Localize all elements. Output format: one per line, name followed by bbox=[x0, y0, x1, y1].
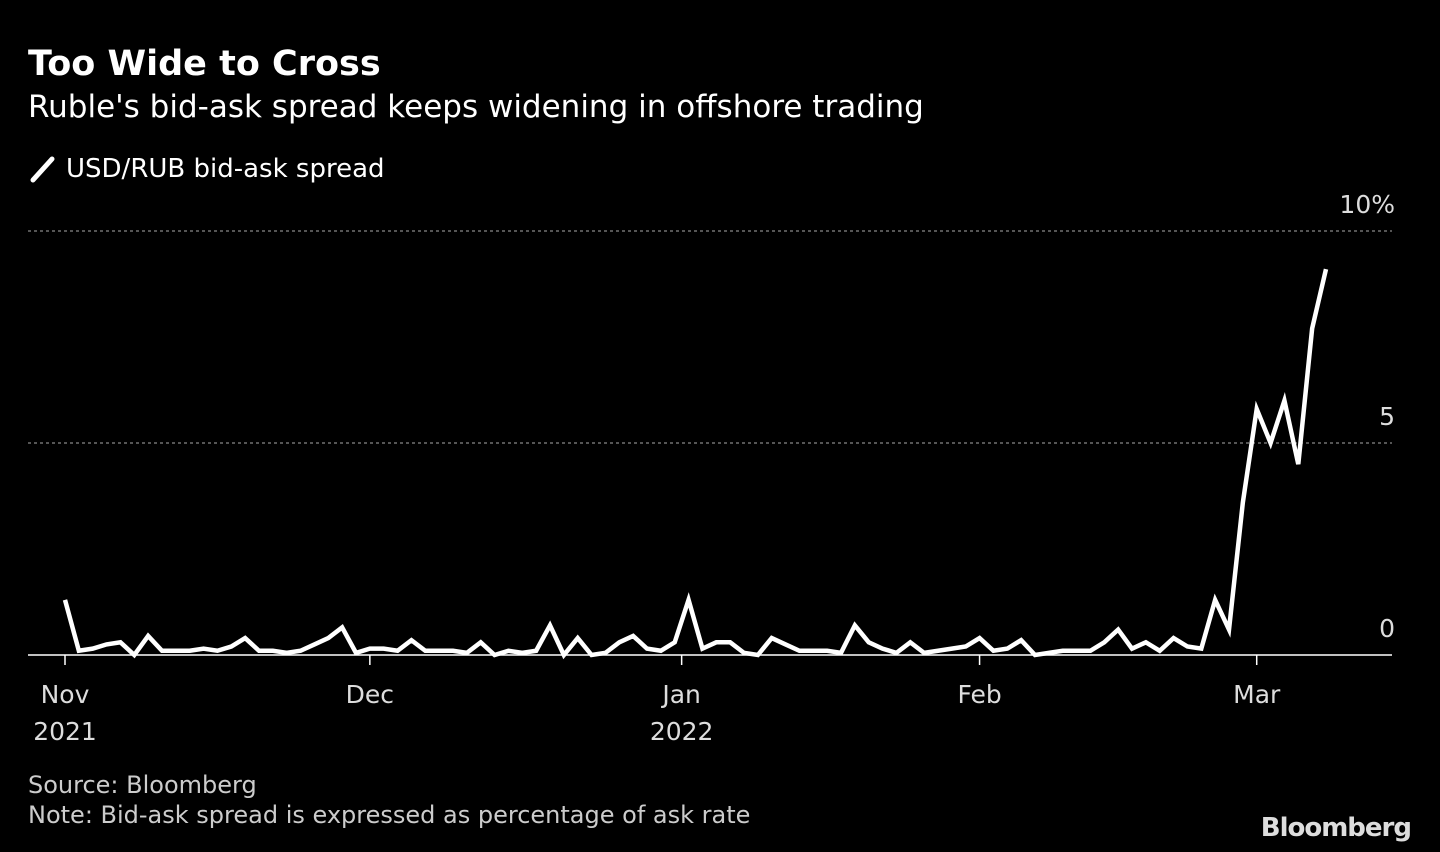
y-tick-label: 5 bbox=[1379, 402, 1395, 431]
x-tick-label: Dec bbox=[346, 680, 394, 709]
x-tick-label: Jan bbox=[660, 680, 701, 709]
x-tick-year: 2022 bbox=[650, 717, 714, 746]
legend-swatch bbox=[30, 156, 55, 183]
x-tick-label: Mar bbox=[1233, 680, 1281, 709]
legend-label: USD/RUB bid-ask spread bbox=[66, 154, 385, 184]
line-series bbox=[62, 268, 1329, 660]
chart-title: Too Wide to Cross bbox=[28, 44, 381, 84]
source: Source: Bloomberg bbox=[28, 771, 257, 799]
brand-logo: Bloomberg bbox=[1261, 813, 1411, 843]
x-tick-label: Nov bbox=[41, 680, 90, 709]
x-tick-label: Feb bbox=[957, 680, 1001, 709]
chart-subtitle: Ruble's bid-ask spread keeps widening in… bbox=[28, 89, 924, 125]
y-tick-label: 0 bbox=[1379, 614, 1395, 643]
y-tick-label: 10% bbox=[1339, 190, 1395, 219]
note: Note: Bid-ask spread is expressed as per… bbox=[28, 801, 750, 829]
x-tick-year: 2021 bbox=[33, 717, 97, 746]
